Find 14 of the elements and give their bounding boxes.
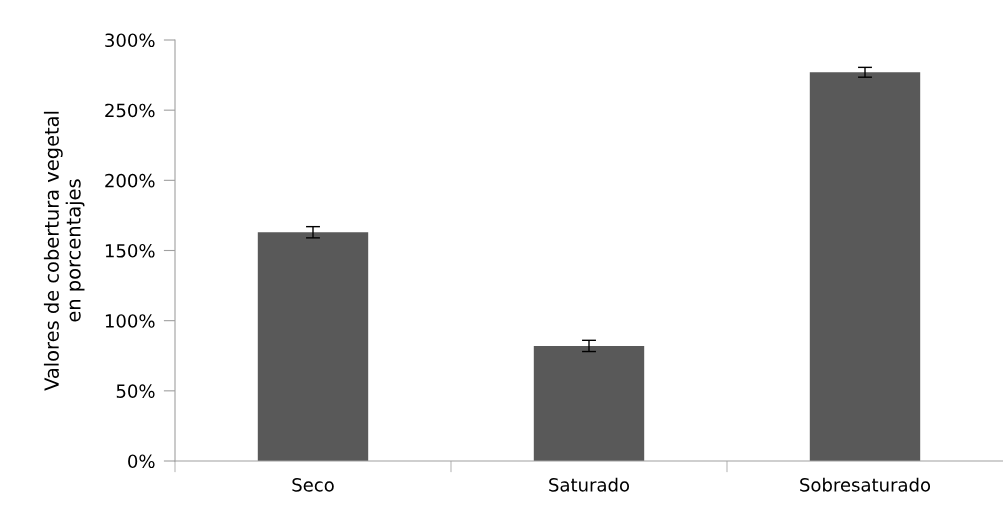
y-axis-title: Valores de cobertura vegetal en porcentajes xyxy=(43,111,85,391)
y-tick-label: 250% xyxy=(105,103,155,118)
bar xyxy=(809,72,921,461)
y-tick-label: 200% xyxy=(105,173,155,188)
y-tick-label: 50% xyxy=(116,384,155,398)
y-tick-label: 100% xyxy=(105,314,155,328)
y-tick-label: 0% xyxy=(128,454,155,469)
bar xyxy=(257,232,369,461)
x-tick-label: Seco xyxy=(292,477,334,492)
x-tick-label: Sobresaturado xyxy=(800,477,931,492)
x-tick-label: Saturado xyxy=(549,477,630,492)
y-tick-label: 150% xyxy=(105,243,155,258)
y-tick-label: 300% xyxy=(105,33,155,48)
bar xyxy=(533,345,645,461)
